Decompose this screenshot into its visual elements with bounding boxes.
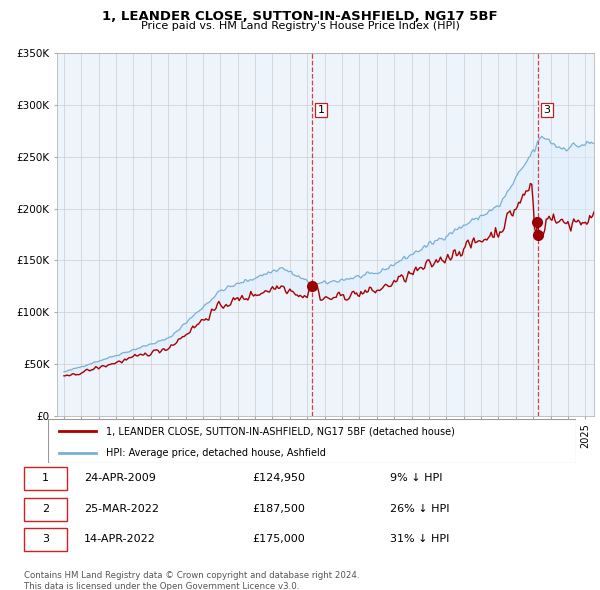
FancyBboxPatch shape xyxy=(24,467,67,490)
Text: 24-APR-2009: 24-APR-2009 xyxy=(84,473,156,483)
Text: 1, LEANDER CLOSE, SUTTON-IN-ASHFIELD, NG17 5BF: 1, LEANDER CLOSE, SUTTON-IN-ASHFIELD, NG… xyxy=(102,10,498,23)
Text: £187,500: £187,500 xyxy=(252,503,305,513)
Text: HPI: Average price, detached house, Ashfield: HPI: Average price, detached house, Ashf… xyxy=(106,448,326,458)
FancyBboxPatch shape xyxy=(48,419,576,463)
Text: 14-APR-2022: 14-APR-2022 xyxy=(84,535,156,545)
Text: Contains HM Land Registry data © Crown copyright and database right 2024.
This d: Contains HM Land Registry data © Crown c… xyxy=(24,571,359,590)
Text: 3: 3 xyxy=(42,535,49,545)
FancyBboxPatch shape xyxy=(24,497,67,520)
Text: 31% ↓ HPI: 31% ↓ HPI xyxy=(390,535,449,545)
Text: 1, LEANDER CLOSE, SUTTON-IN-ASHFIELD, NG17 5BF (detached house): 1, LEANDER CLOSE, SUTTON-IN-ASHFIELD, NG… xyxy=(106,427,455,436)
Text: 2: 2 xyxy=(42,503,49,513)
Text: 26% ↓ HPI: 26% ↓ HPI xyxy=(390,503,449,513)
FancyBboxPatch shape xyxy=(24,529,67,552)
Text: £175,000: £175,000 xyxy=(252,535,305,545)
Text: 9% ↓ HPI: 9% ↓ HPI xyxy=(390,473,443,483)
Text: £124,950: £124,950 xyxy=(252,473,305,483)
Text: 1: 1 xyxy=(42,473,49,483)
Text: Price paid vs. HM Land Registry's House Price Index (HPI): Price paid vs. HM Land Registry's House … xyxy=(140,21,460,31)
Text: 1: 1 xyxy=(317,105,325,115)
Text: 25-MAR-2022: 25-MAR-2022 xyxy=(84,503,159,513)
Text: 3: 3 xyxy=(544,105,551,115)
